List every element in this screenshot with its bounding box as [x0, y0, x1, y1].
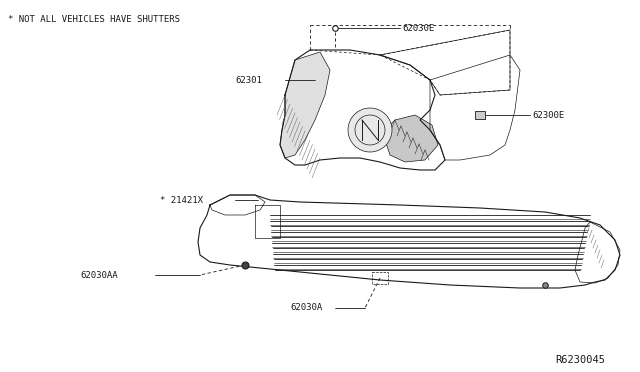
- Text: 62030AA: 62030AA: [80, 270, 118, 279]
- Text: * 21421X: * 21421X: [160, 196, 203, 205]
- Text: 62301: 62301: [235, 76, 262, 84]
- Polygon shape: [280, 52, 330, 158]
- Text: * NOT ALL VEHICLES HAVE SHUTTERS: * NOT ALL VEHICLES HAVE SHUTTERS: [8, 15, 180, 24]
- Circle shape: [348, 108, 392, 152]
- Text: R6230045: R6230045: [555, 355, 605, 365]
- Text: 62030A: 62030A: [290, 304, 323, 312]
- Text: 62030E: 62030E: [402, 23, 435, 32]
- FancyBboxPatch shape: [475, 111, 485, 119]
- Text: 62300E: 62300E: [532, 110, 564, 119]
- Polygon shape: [385, 115, 438, 162]
